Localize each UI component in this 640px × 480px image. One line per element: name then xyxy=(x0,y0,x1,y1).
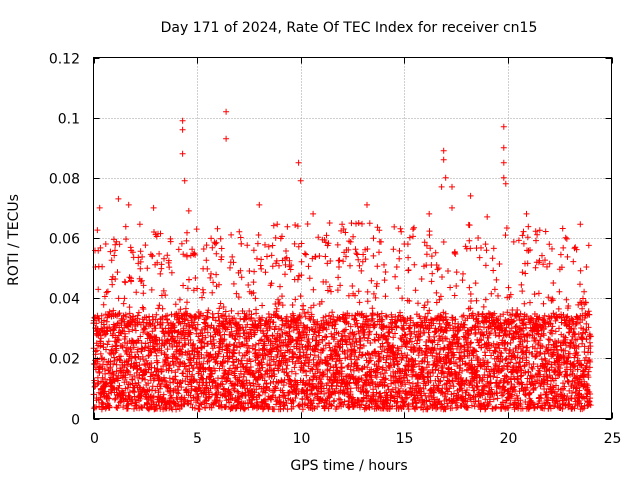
scatter-point xyxy=(467,192,474,199)
scatter-point xyxy=(297,177,304,184)
scatter-point xyxy=(179,117,186,124)
scatter-point xyxy=(179,126,186,133)
y-axis-label: ROTI / TECUs xyxy=(6,194,22,286)
data-points xyxy=(90,108,594,413)
x-tick-label: 20 xyxy=(500,431,518,447)
y-tick-label: 0.08 xyxy=(49,172,80,188)
scatter-point xyxy=(223,108,230,115)
scatter-point xyxy=(523,210,530,217)
scatter-point xyxy=(256,201,263,208)
scatter-point xyxy=(449,183,455,190)
scatter-point xyxy=(125,201,132,208)
scatter-point xyxy=(115,195,122,202)
scatter-point xyxy=(355,220,362,226)
scatter-point xyxy=(440,156,447,163)
y-tick-label: 0.12 xyxy=(49,52,80,68)
scatter-point xyxy=(401,241,408,247)
scatter-point xyxy=(438,183,445,190)
scatter-point xyxy=(500,159,507,166)
scatter-point xyxy=(295,159,302,166)
scatter-point xyxy=(500,123,507,130)
x-tick-label: 0 xyxy=(90,431,99,447)
scatter-point xyxy=(179,150,186,157)
y-tick-label: 0.06 xyxy=(49,232,80,248)
scatter-point xyxy=(426,210,433,217)
x-tick-label: 10 xyxy=(293,431,311,447)
scatter-point xyxy=(310,210,317,217)
axis-ticks: 0 5 10 15 20 25 0 0.02 0.04 0.06 0.08 0.1 0.12 xyxy=(49,52,622,448)
y-tick-label: 0 xyxy=(71,413,80,429)
scatter-point xyxy=(449,204,455,211)
scatter-point xyxy=(502,180,509,187)
y-tick-label: 0.1 xyxy=(58,112,80,128)
scatter-point xyxy=(96,204,103,211)
scatter-point xyxy=(484,213,491,220)
scatter-point-cloud xyxy=(90,220,594,413)
scatter-point xyxy=(181,177,188,184)
scatter-point xyxy=(500,144,507,151)
scatter-point xyxy=(185,207,192,214)
y-tick-label: 0.04 xyxy=(49,292,80,308)
scatter-point xyxy=(442,174,449,181)
x-tick-label: 15 xyxy=(396,431,414,447)
y-tick-label: 0.02 xyxy=(49,352,80,368)
scatter-point xyxy=(150,204,157,211)
x-tick-label: 25 xyxy=(604,431,622,447)
scatter-point xyxy=(500,174,507,181)
scatter-point xyxy=(223,135,230,142)
scatter-point xyxy=(364,201,370,208)
scatter-point xyxy=(326,220,333,226)
chart-title: Day 171 of 2024, Rate Of TEC Index for r… xyxy=(161,20,538,36)
scatter-point xyxy=(440,147,447,154)
x-tick-label: 5 xyxy=(193,431,202,447)
x-axis-label: GPS time / hours xyxy=(290,458,407,474)
